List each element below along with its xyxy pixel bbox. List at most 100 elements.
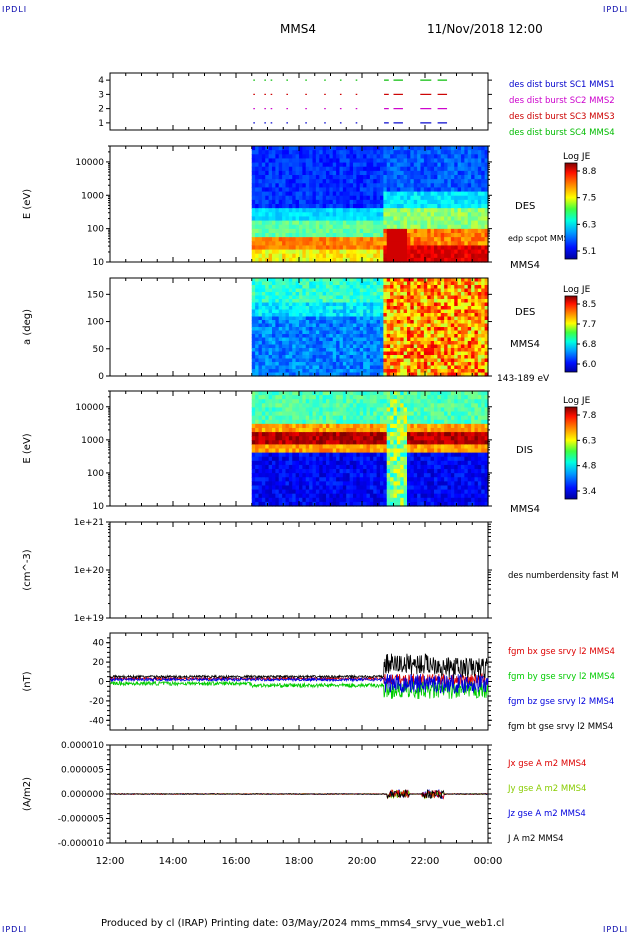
heatmap-cell (484, 302, 489, 307)
heatmap-cell (258, 150, 263, 155)
heatmap-cell (457, 199, 462, 205)
heatmap-cell (332, 403, 337, 409)
heatmap-cell (315, 358, 320, 363)
heatmap-cell (339, 249, 344, 255)
heatmap-cell (292, 355, 297, 360)
heatmap-cell (464, 204, 469, 209)
heatmap-cell (461, 337, 465, 342)
heatmap-cell (349, 241, 354, 247)
heatmap-cell (312, 220, 317, 226)
heatmap-cell (353, 257, 357, 263)
heatmap-cell (396, 228, 401, 234)
heatmap-cell (363, 355, 368, 360)
heatmap-cell (302, 162, 307, 168)
heatmap-cell (268, 306, 273, 311)
heatmap-cell (251, 432, 256, 437)
heatmap-cell (386, 365, 391, 370)
heatmap-cell (305, 344, 310, 349)
heatmap-cell (484, 212, 489, 218)
heatmap-cell (309, 179, 314, 184)
heatmap-cell (272, 351, 276, 356)
heatmap-cell (434, 187, 438, 193)
heatmap-cell (450, 323, 455, 328)
heatmap-cell (255, 407, 260, 413)
heatmap-cell (285, 419, 290, 425)
heatmap-cell (413, 348, 418, 353)
heatmap-cell (275, 316, 280, 321)
heatmap-cell (396, 150, 401, 155)
heatmap-cell (288, 237, 293, 242)
heatmap-cell (326, 195, 330, 201)
heatmap-cell (420, 281, 425, 286)
heatmap-cell (454, 365, 459, 370)
heatmap-cell (356, 146, 361, 151)
heatmap-cell (285, 292, 290, 297)
heatmap-cell (400, 237, 405, 242)
heatmap-cell (457, 320, 462, 325)
heatmap-cell (430, 249, 435, 255)
heatmap-cell (255, 403, 260, 409)
heatmap-cell (255, 330, 260, 335)
heatmap-cell (272, 432, 276, 437)
heatmap-cell (393, 285, 398, 290)
heatmap-cell (282, 403, 287, 409)
heatmap-cell (413, 355, 418, 360)
heatmap-cell (255, 501, 260, 507)
heatmap-cell (403, 365, 408, 370)
heatmap-cell (353, 292, 357, 297)
heatmap-cell (265, 292, 270, 297)
heatmap-cell (332, 249, 337, 255)
heatmap-cell (380, 166, 384, 172)
heatmap-cell (373, 362, 378, 367)
heatmap-cell (312, 427, 317, 433)
heatmap-cell (390, 327, 395, 332)
heatmap-cell (255, 473, 260, 478)
heatmap-cell (464, 245, 469, 251)
heatmap-cell (315, 432, 320, 437)
heatmap-cell (467, 369, 472, 374)
heatmap-cell (474, 179, 479, 184)
heatmap-cell (258, 334, 263, 339)
heatmap-cell (356, 348, 361, 353)
heatmap-cell (403, 249, 408, 255)
heatmap-cell (383, 191, 388, 197)
heatmap-cell (275, 208, 280, 213)
heatmap-cell (336, 146, 341, 151)
heatmap-cell (339, 150, 344, 155)
heatmap-cell (326, 281, 330, 286)
heatmap-cell (285, 427, 290, 433)
heatmap-cell (329, 464, 334, 470)
heatmap-cell (423, 334, 428, 339)
heatmap-cell (329, 477, 334, 482)
heatmap-cell (380, 292, 384, 297)
heatmap-cell (363, 320, 368, 325)
heatmap-cell (332, 212, 337, 218)
heatmap-cell (309, 245, 314, 251)
heatmap-cell (359, 150, 364, 155)
heatmap-cell (326, 358, 330, 363)
heatmap-cell (285, 183, 290, 189)
heatmap-cell (336, 320, 341, 325)
heatmap-cell (467, 187, 472, 193)
heatmap-cell (342, 154, 347, 160)
heatmap-cell (417, 369, 422, 374)
heatmap-cell (353, 285, 357, 290)
heatmap-cell (359, 195, 364, 201)
heatmap-cell (383, 320, 388, 325)
heatmap-cell (423, 313, 428, 318)
heatmap-cell (447, 285, 452, 290)
heatmap-cell (380, 241, 384, 247)
heatmap-cell (430, 302, 435, 307)
heatmap-cell (373, 199, 378, 205)
heatmap-cell (457, 146, 462, 151)
heatmap-cell (353, 334, 357, 339)
heatmap-cell (268, 423, 273, 429)
heatmap-cell (299, 348, 303, 353)
heatmap-cell (366, 220, 371, 226)
heatmap-cell (332, 330, 337, 335)
heatmap-cell (268, 320, 273, 325)
heatmap-cell (322, 278, 327, 283)
heatmap-cell (356, 281, 361, 286)
heatmap-cell (282, 253, 287, 259)
heatmap-cell (457, 237, 462, 242)
